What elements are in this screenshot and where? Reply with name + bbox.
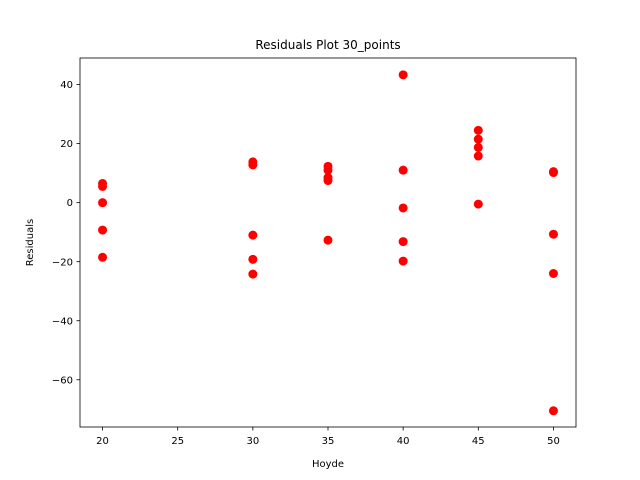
x-tick-label: 50 xyxy=(547,436,560,447)
y-axis-ticks: −60 −40 −20 0 20 40 xyxy=(52,80,80,386)
data-point xyxy=(398,237,408,247)
data-point xyxy=(323,176,333,186)
data-point xyxy=(548,168,558,178)
data-point xyxy=(473,142,483,152)
data-point xyxy=(98,198,108,208)
y-tick-label: 0 xyxy=(67,198,73,209)
data-point xyxy=(398,70,408,80)
data-points xyxy=(98,70,558,416)
y-axis-label: Residuals xyxy=(25,219,36,266)
data-point xyxy=(548,406,558,416)
y-tick-label: −60 xyxy=(52,375,73,386)
data-point xyxy=(98,252,108,262)
data-point xyxy=(473,199,483,209)
data-point xyxy=(398,203,408,213)
data-point xyxy=(323,165,333,175)
data-point xyxy=(548,229,558,239)
data-point xyxy=(98,225,108,235)
y-tick-label: −40 xyxy=(52,316,73,327)
y-tick-label: 20 xyxy=(60,139,73,150)
x-tick-label: 35 xyxy=(322,436,335,447)
x-axis-ticks: 20 25 30 35 40 45 50 xyxy=(96,427,560,447)
data-point xyxy=(473,134,483,144)
y-tick-label: 40 xyxy=(60,80,73,91)
data-point xyxy=(248,254,258,264)
chart-title: Residuals Plot 30_points xyxy=(255,38,400,52)
data-point xyxy=(248,160,258,170)
data-point xyxy=(398,165,408,175)
x-tick-label: 20 xyxy=(96,436,109,447)
data-point xyxy=(323,235,333,245)
x-axis-label: Hoyde xyxy=(312,459,344,470)
x-tick-label: 40 xyxy=(397,436,410,447)
x-tick-label: 30 xyxy=(246,436,259,447)
data-point xyxy=(98,181,108,191)
data-point xyxy=(473,125,483,135)
data-point xyxy=(248,269,258,279)
x-tick-label: 25 xyxy=(171,436,184,447)
data-point xyxy=(248,230,258,240)
data-point xyxy=(473,151,483,161)
y-tick-label: −20 xyxy=(52,257,73,268)
data-point xyxy=(398,256,408,266)
data-point xyxy=(548,269,558,278)
x-tick-label: 45 xyxy=(472,436,485,447)
